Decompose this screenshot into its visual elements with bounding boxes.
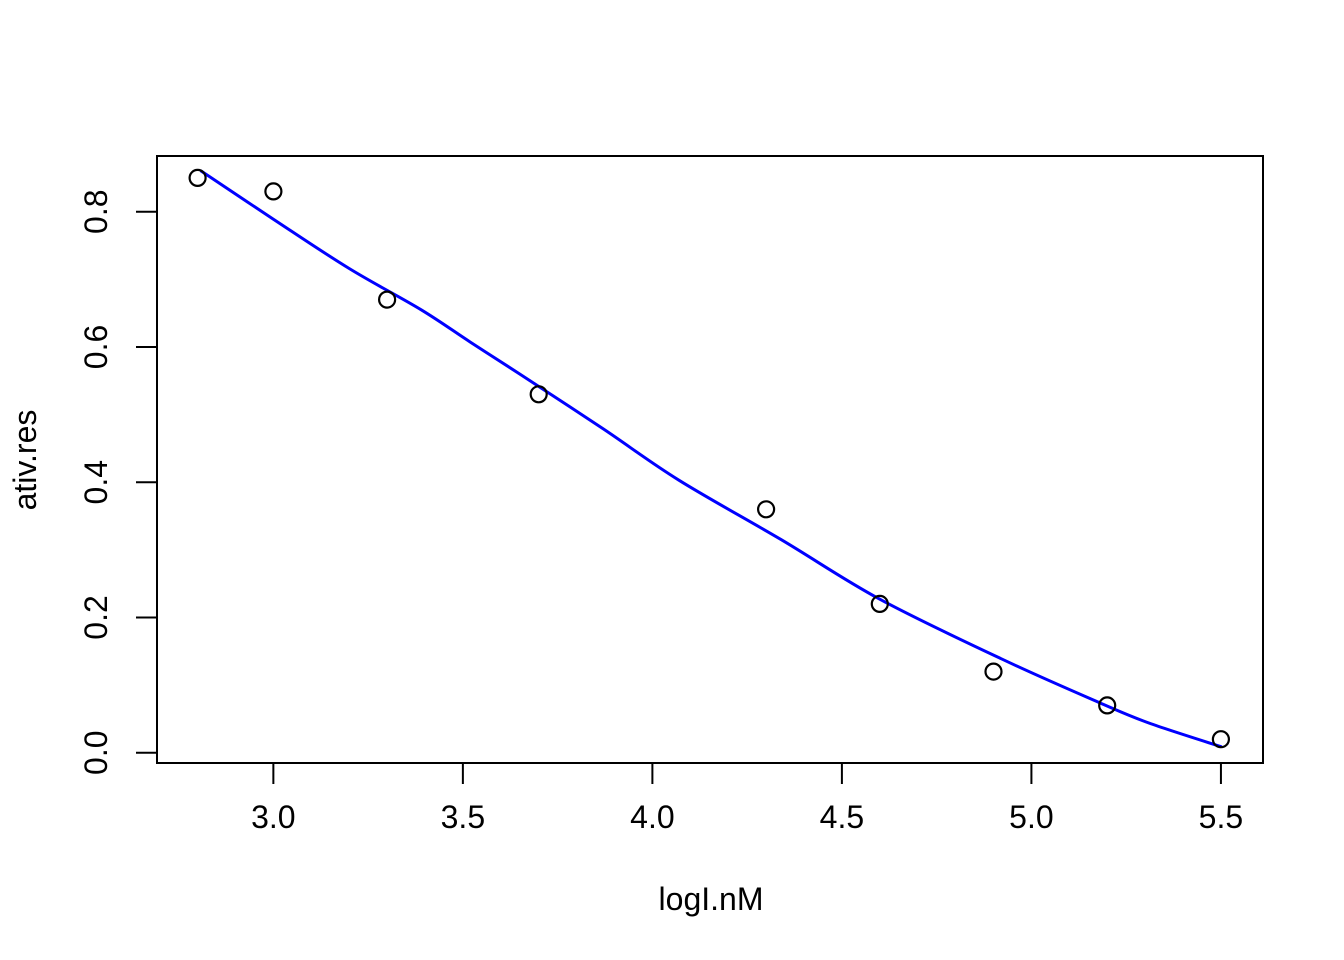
x-axis-label: logI.nM [659,881,764,917]
data-point [188,168,207,187]
x-tick-label: 4.0 [630,799,674,835]
y-tick-label: 0.4 [78,460,114,504]
x-tick-label: 5.5 [1199,799,1243,835]
data-point [1098,696,1117,715]
data-point [756,500,776,519]
data-point [1211,730,1231,749]
y-axis-label: ativ.res [7,410,43,511]
y-tick-label: 0.8 [78,189,114,233]
plot-frame [156,155,1264,764]
data-point [264,182,283,201]
data-point [529,385,548,404]
data-point [984,662,1003,681]
x-tick-label: 4.5 [820,799,864,835]
x-tick-label: 3.0 [251,799,295,835]
data-point [870,594,889,614]
y-tick-label: 0.2 [78,595,114,639]
x-tick-label: 5.0 [1009,799,1053,835]
data-point [378,290,397,309]
fit-curve-line [199,169,1223,749]
chart-layer: 3.0 3.5 4.0 4.5 5.0 5.5 0.0 0.2 0.4 0.6 0.8 [78,155,1264,835]
x-tick-label: 3.5 [441,799,485,835]
y-tick-label: 0.0 [78,730,114,774]
y-tick-label: 0.6 [78,325,114,369]
